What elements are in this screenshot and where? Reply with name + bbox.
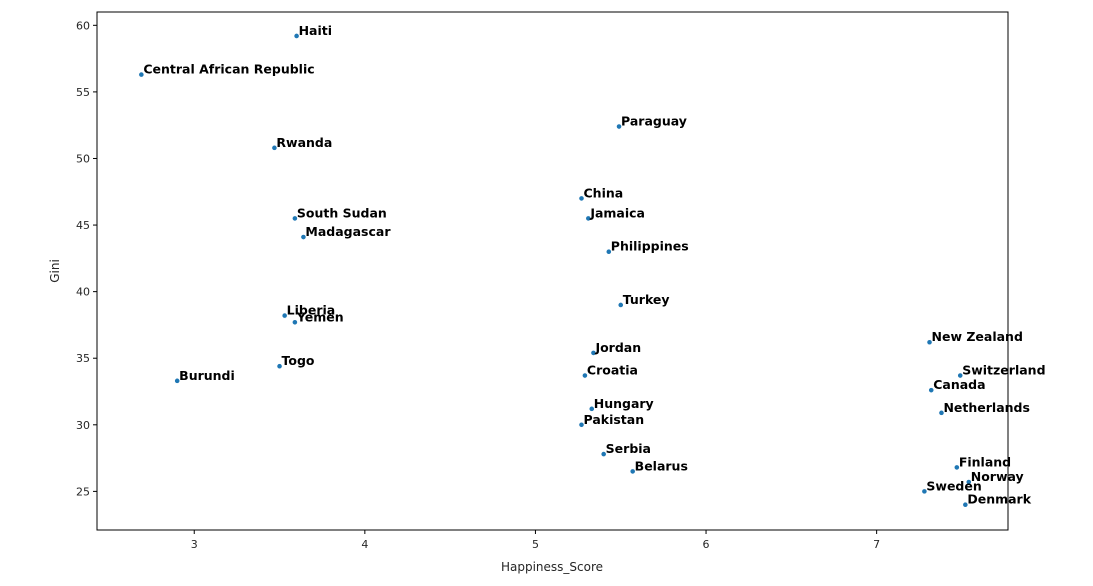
point-label: Rwanda [276, 135, 332, 150]
point-label: Madagascar [305, 224, 391, 239]
data-point [616, 123, 622, 130]
data-point [582, 372, 588, 379]
data-point [590, 349, 597, 356]
point-label: Jordan [594, 340, 641, 355]
y-tick-label: 60 [76, 19, 90, 32]
x-tick-label: 5 [532, 538, 539, 551]
point-label: Croatia [587, 363, 638, 378]
point-label: Central African Republic [143, 62, 314, 77]
point-label: Pakistan [584, 412, 645, 427]
data-point [291, 319, 298, 326]
y-tick-label: 50 [76, 152, 90, 165]
x-tick-label: 6 [703, 538, 710, 551]
data-point [578, 421, 585, 428]
y-tick-label: 55 [76, 86, 90, 99]
point-label: Netherlands [943, 400, 1029, 415]
point-label: Belarus [635, 458, 688, 473]
point-label: Paraguay [621, 114, 687, 129]
data-point [953, 464, 960, 471]
point-label: Serbia [606, 441, 651, 456]
data-point [962, 501, 969, 508]
point-label: Burundi [179, 368, 235, 383]
x-tick-label: 7 [873, 538, 880, 551]
point-label: New Zealand [932, 329, 1023, 344]
y-tick-label: 40 [76, 286, 90, 299]
point-label: Canada [933, 377, 985, 392]
data-point [926, 339, 933, 346]
point-label: Haiti [299, 23, 332, 38]
data-point [600, 451, 607, 457]
data-point [617, 302, 624, 308]
data-point [174, 377, 181, 384]
point-label: Togo [282, 353, 315, 368]
x-axis: 3 4 5 6 7 [191, 530, 880, 551]
point-label: Finland [959, 454, 1011, 469]
data-point [588, 405, 595, 412]
data-point [605, 248, 612, 255]
data-point [921, 488, 928, 495]
x-tick-label: 4 [361, 538, 368, 551]
data-point [291, 215, 298, 222]
data-point [138, 71, 145, 78]
point-label: Turkey [623, 292, 670, 307]
data-point [957, 372, 964, 379]
x-tick-label: 3 [191, 538, 198, 551]
point-label: Hungary [594, 396, 654, 411]
data-point [578, 195, 585, 202]
data-point [928, 387, 935, 394]
point-label: Liberia [287, 303, 336, 318]
data-points [138, 33, 972, 508]
point-label: Yemen [296, 309, 344, 324]
plot-area [96, 11, 1009, 531]
data-point [276, 363, 283, 370]
point-labels: Haiti Central African Republic Rwanda South… [143, 23, 1045, 507]
data-point [585, 215, 592, 222]
data-point [281, 312, 288, 319]
y-axis-title: Gini [48, 259, 62, 283]
y-tick-label: 25 [76, 485, 90, 498]
y-tick-label: 45 [76, 219, 90, 232]
data-point [293, 33, 300, 39]
point-label: Norway [971, 469, 1024, 484]
data-point [629, 468, 636, 475]
x-axis-title: Happiness_Score [501, 560, 603, 574]
point-label: China [584, 185, 624, 200]
data-point [965, 479, 972, 485]
point-label: Philippines [611, 239, 689, 254]
data-point [300, 234, 307, 240]
y-axis: 25 30 35 40 45 50 55 60 [76, 19, 97, 498]
y-tick-label: 35 [76, 352, 90, 365]
data-point [271, 144, 278, 151]
point-label: Denmark [967, 492, 1031, 507]
point-label: Sweden [926, 478, 981, 493]
data-point [938, 409, 945, 416]
y-tick-label: 30 [76, 419, 90, 432]
point-label: South Sudan [297, 205, 387, 220]
point-label: Switzerland [962, 363, 1045, 378]
point-label: Jamaica [589, 205, 645, 220]
